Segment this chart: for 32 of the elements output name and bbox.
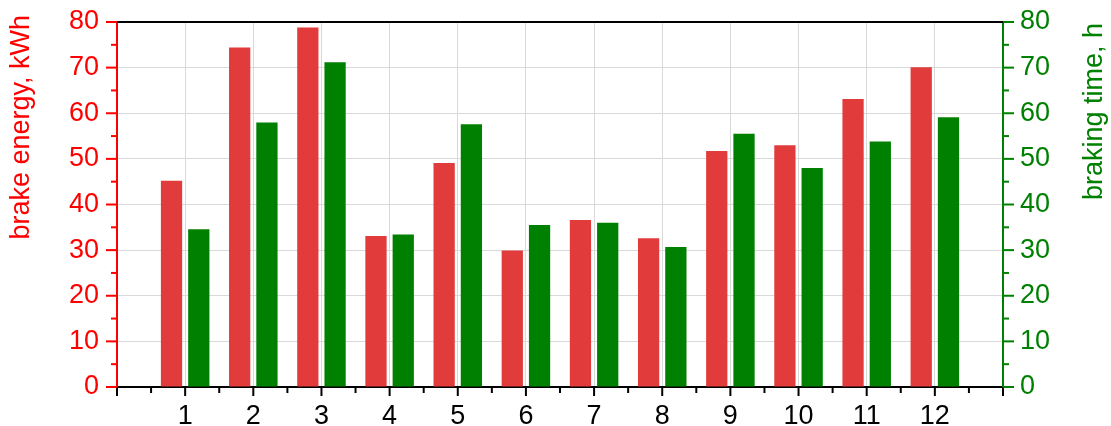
y2-tick-label: 10 (1020, 324, 1051, 355)
x-tick-label: 1 (177, 399, 193, 426)
x-tick-label: 10 (783, 399, 814, 426)
y-tick-label: 30 (68, 233, 99, 264)
x-tick-label: 2 (245, 399, 261, 426)
y-tick-label: 50 (68, 142, 99, 173)
x-tick-label: 11 (852, 399, 881, 426)
x-tick-label: 7 (586, 399, 602, 426)
y2-tick-label: 40 (1020, 187, 1051, 218)
x-tick-label: 9 (722, 399, 738, 426)
y-tick-label: 60 (68, 96, 99, 127)
y-tick-label: 70 (68, 51, 99, 82)
y2-axis-title: braking time, h (1078, 23, 1109, 201)
y-tick-label: 0 (83, 370, 99, 401)
y2-tick-label: 80 (1020, 5, 1051, 36)
x-tick-label: 6 (518, 399, 534, 426)
x-tick-label: 8 (654, 399, 670, 426)
y-axis-title: brake energy, kWh (5, 15, 36, 240)
x-tick-label: 5 (450, 399, 466, 426)
y2-tick-label: 50 (1020, 142, 1051, 173)
y2-tick-label: 20 (1020, 279, 1051, 310)
y2-tick-label: 30 (1020, 233, 1051, 264)
y2-tick-label: 70 (1020, 51, 1051, 82)
x-tick-label: 4 (382, 399, 398, 426)
y-tick-label: 20 (68, 279, 99, 310)
y-tick-label: 80 (68, 5, 99, 36)
x-tick-label: 3 (313, 399, 329, 426)
x-tick-label: 12 (919, 399, 950, 426)
y-tick-label: 10 (68, 324, 99, 355)
y2-tick-label: 0 (1020, 370, 1036, 401)
y2-tick-label: 60 (1020, 96, 1051, 127)
y-tick-label: 40 (68, 187, 99, 218)
